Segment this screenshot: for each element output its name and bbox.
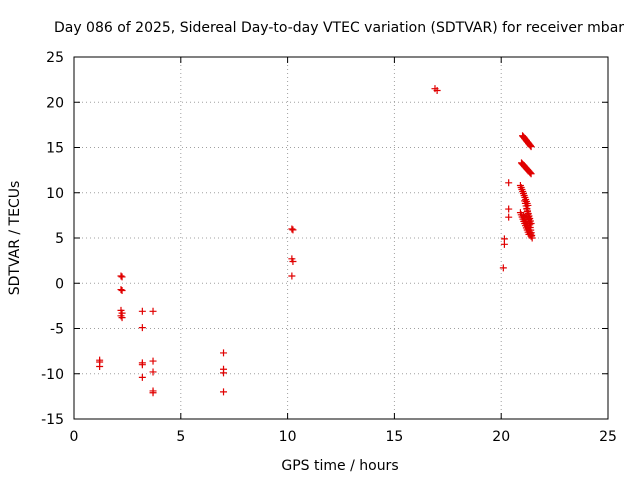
data-point [138,324,146,332]
data-point [149,307,157,315]
grid-lines [74,57,608,419]
data-point [526,169,534,177]
x-tick-label: 0 [70,429,79,445]
data-point [526,142,534,150]
data-point [505,179,513,187]
y-tick-label: 5 [55,231,64,247]
data-point [220,349,228,357]
data-point [96,363,104,371]
data-point [117,272,125,280]
data-point [288,272,296,280]
data-point [220,388,228,396]
data-point [138,307,146,315]
x-tick-label: 25 [599,429,617,445]
x-tick-label: 10 [279,429,297,445]
data-point [505,205,513,213]
y-axis-label: SDTVAR / TECUs [7,181,23,296]
data-point [118,286,126,294]
data-point [505,213,513,221]
data-point [149,368,157,376]
x-tick-label: 15 [385,429,403,445]
axis-ticks: 0 5 10 15 20 25 -15 -10 -5 0 5 10 15 20 25 [41,50,617,445]
y-tick-label: 15 [46,141,64,157]
data-points [96,85,536,397]
chart-title: Day 086 of 2025, Sidereal Day-to-day VTE… [54,20,624,36]
x-tick-label: 5 [176,429,185,445]
data-point [527,170,535,178]
y-tick-label: -5 [50,322,64,338]
data-point [149,357,157,365]
data-point [117,286,125,294]
x-axis-label: GPS time / hours [281,458,398,474]
y-tick-label: 0 [55,276,64,292]
y-tick-label: -10 [41,367,64,383]
data-point [138,361,146,369]
data-point [500,235,508,243]
data-point [138,373,146,381]
y-tick-label: -15 [41,412,64,428]
data-point [289,226,297,234]
data-point [527,143,535,151]
x-tick-label: 20 [492,429,510,445]
data-point [526,141,534,149]
data-point [118,273,126,281]
data-point [433,86,441,94]
data-point [289,258,297,266]
data-point [220,369,228,377]
y-tick-label: 10 [46,186,64,202]
y-tick-label: 25 [46,50,64,66]
data-point [288,225,296,233]
data-point [528,234,536,242]
data-point [149,389,157,397]
data-point [526,168,534,176]
data-point [118,314,126,322]
y-tick-label: 20 [46,95,64,111]
data-point [499,264,507,272]
